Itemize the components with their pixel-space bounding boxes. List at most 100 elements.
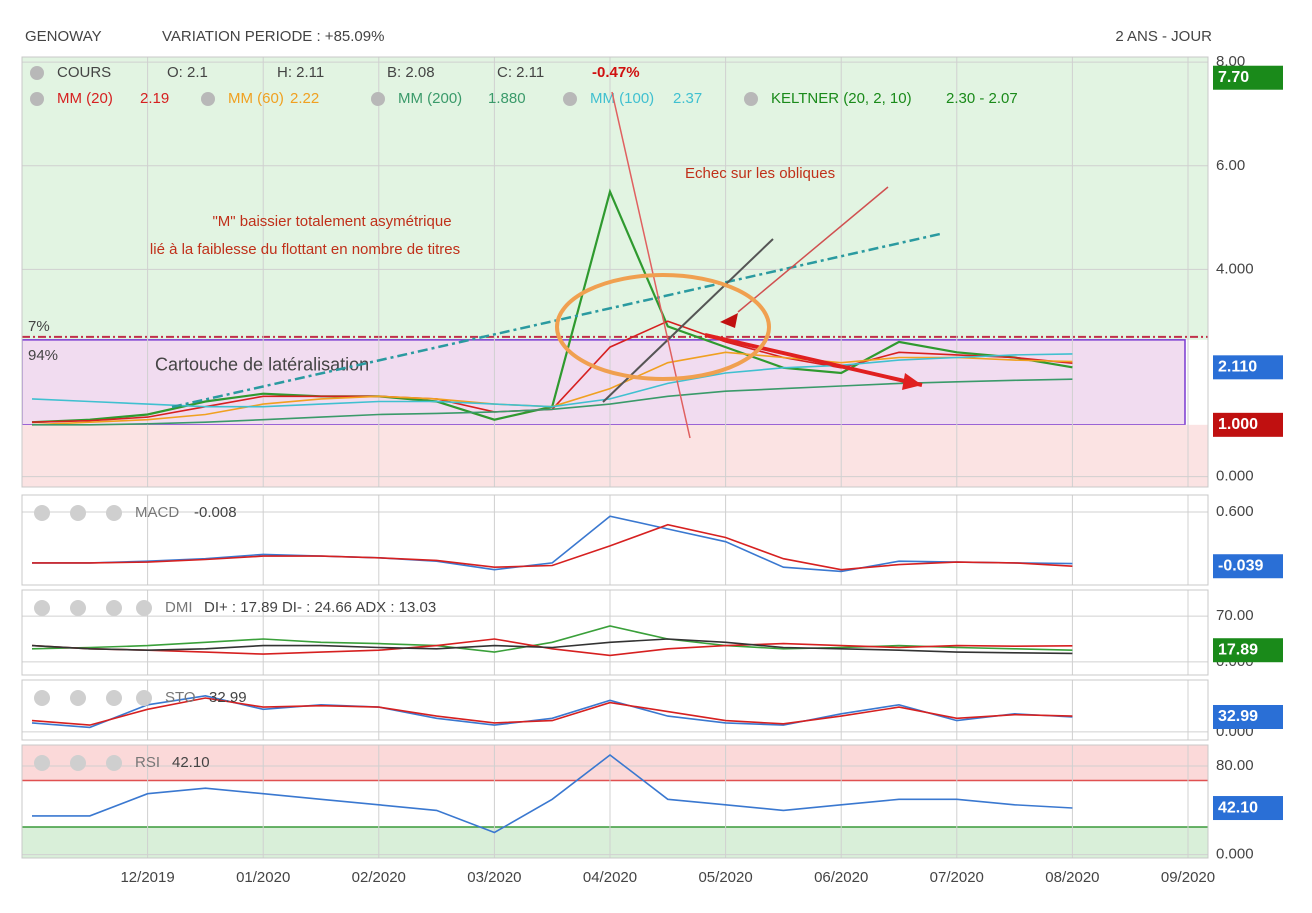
legend-value: 2.22 [290, 90, 319, 107]
x-tick-label: 12/2019 [120, 869, 174, 886]
gear-icon[interactable] [563, 92, 577, 106]
gear-icon[interactable] [744, 92, 758, 106]
panel-title: DMI [165, 599, 193, 616]
panel-frame [21, 494, 1209, 586]
quote-item: C: 2.11 [497, 64, 544, 81]
toolbar-icon[interactable] [106, 600, 122, 616]
value-badge-label: 7.70 [1218, 69, 1249, 86]
gear-icon[interactable] [201, 92, 215, 106]
toolbar-icon[interactable] [136, 690, 152, 706]
value-badge-label: 42.10 [1218, 799, 1258, 816]
panel-subtitle: -0.008 [194, 504, 237, 521]
value-badge [1213, 704, 1283, 729]
x-tick-label: 06/2020 [814, 869, 868, 886]
toolbar-icon[interactable] [136, 600, 152, 616]
panel-frame [21, 679, 1209, 741]
x-tick-label: 02/2020 [352, 869, 406, 886]
toolbar-icon[interactable] [34, 755, 50, 771]
toolbar-icon[interactable] [70, 690, 86, 706]
panel-plot [22, 745, 1208, 858]
value-badge-label: 17.89 [1218, 641, 1258, 658]
value-badge-label: -0.039 [1218, 557, 1263, 574]
panel-subtitle: 42.10 [172, 754, 210, 771]
y-tick-label: 0.600 [1216, 503, 1254, 520]
panel-frame [21, 589, 1209, 676]
value-badge [1213, 638, 1283, 663]
toolbar-icon[interactable] [70, 600, 86, 616]
series-line [32, 378, 1073, 426]
panel-title: STO [165, 689, 196, 706]
y-tick-label: 0.000 [1216, 846, 1254, 863]
level-zone [22, 745, 1208, 781]
annotation: lié à la faiblesse du flottant en nombre… [150, 241, 460, 258]
quote-item: O: 2.1 [167, 64, 208, 81]
x-tick-label: 09/2020 [1161, 869, 1215, 886]
zone-lower-label: 94% [28, 347, 58, 364]
value-badge [1213, 65, 1283, 90]
panel-subtitle: 32.99 [209, 689, 247, 706]
toolbar-icon[interactable] [34, 690, 50, 706]
toolbar-icon[interactable] [34, 600, 50, 616]
value-badge-label: 32.99 [1218, 708, 1258, 725]
panel-plot [22, 680, 1208, 740]
y-tick-label: 80.00 [1216, 757, 1254, 774]
panel-subtitle: DI+ : 17.89 DI- : 24.66 ADX : 13.03 [204, 599, 436, 616]
series-line [32, 523, 1073, 571]
value-badge [1213, 554, 1283, 579]
panel-plot [22, 57, 1208, 487]
trend-arrow [704, 333, 923, 387]
panel-title: MACD [135, 504, 179, 521]
toolbar-icon[interactable] [106, 690, 122, 706]
x-tick-label: 04/2020 [583, 869, 637, 886]
legend-value: 2.30 - 2.07 [946, 90, 1018, 107]
x-tick-label: 08/2020 [1045, 869, 1099, 886]
toolbar-icon[interactable] [34, 505, 50, 521]
legend-name: MM (200) [398, 90, 462, 107]
panel-frame [21, 744, 1209, 859]
legend-name: MM (20) [57, 90, 113, 107]
panel-frame [21, 56, 1209, 488]
x-tick-label: 07/2020 [930, 869, 984, 886]
range-box [22, 339, 1186, 426]
quote-name: COURS [57, 64, 111, 81]
panel-plot [22, 590, 1208, 675]
legend-name: MM (60) [228, 90, 284, 107]
legend-value: 1.880 [488, 90, 526, 107]
gear-icon[interactable] [30, 92, 44, 106]
series-line [31, 638, 1073, 655]
period: 2 ANS - JOUR [1115, 28, 1212, 45]
toolbar-icon[interactable] [70, 755, 86, 771]
series-line [31, 353, 1073, 408]
y-tick-label: 0.000 [1216, 468, 1254, 485]
arrow-head [902, 373, 922, 390]
value-badge-label: 2.110 [1218, 359, 1257, 376]
annotation: Echec sur les obliques [685, 165, 835, 182]
arrow-head [720, 313, 738, 328]
y-tick-label: 70.00 [1216, 607, 1254, 624]
panel-title: RSI [135, 754, 160, 771]
zone-upper-label: 7% [28, 318, 50, 335]
gear-icon[interactable] [371, 92, 385, 106]
x-tick-label: 01/2020 [236, 869, 290, 886]
quote-item: H: 2.11 [277, 64, 324, 81]
toolbar-icon[interactable] [106, 505, 122, 521]
toolbar-icon[interactable] [106, 755, 122, 771]
annotation: "M" baissier totalement asymétrique [212, 213, 451, 230]
trend-line [737, 186, 889, 313]
toolbar-icon[interactable] [70, 505, 86, 521]
ticker: GENOWAY [25, 28, 102, 45]
value-badge [1213, 355, 1283, 380]
legend-name: MM (100) [590, 90, 654, 107]
panel-plot [22, 495, 1208, 585]
quote-item: B: 2.08 [387, 64, 435, 81]
legend-value: 2.37 [673, 90, 702, 107]
y-tick-label: 4.000 [1216, 260, 1254, 277]
quote-change: -0.47% [592, 64, 640, 81]
series-line [31, 697, 1073, 726]
level-zone [22, 826, 1208, 858]
gear-icon[interactable] [30, 66, 44, 80]
variation: VARIATION PERIODE : +85.09% [162, 28, 384, 45]
series-line [32, 753, 1073, 834]
x-tick-label: 05/2020 [698, 869, 752, 886]
